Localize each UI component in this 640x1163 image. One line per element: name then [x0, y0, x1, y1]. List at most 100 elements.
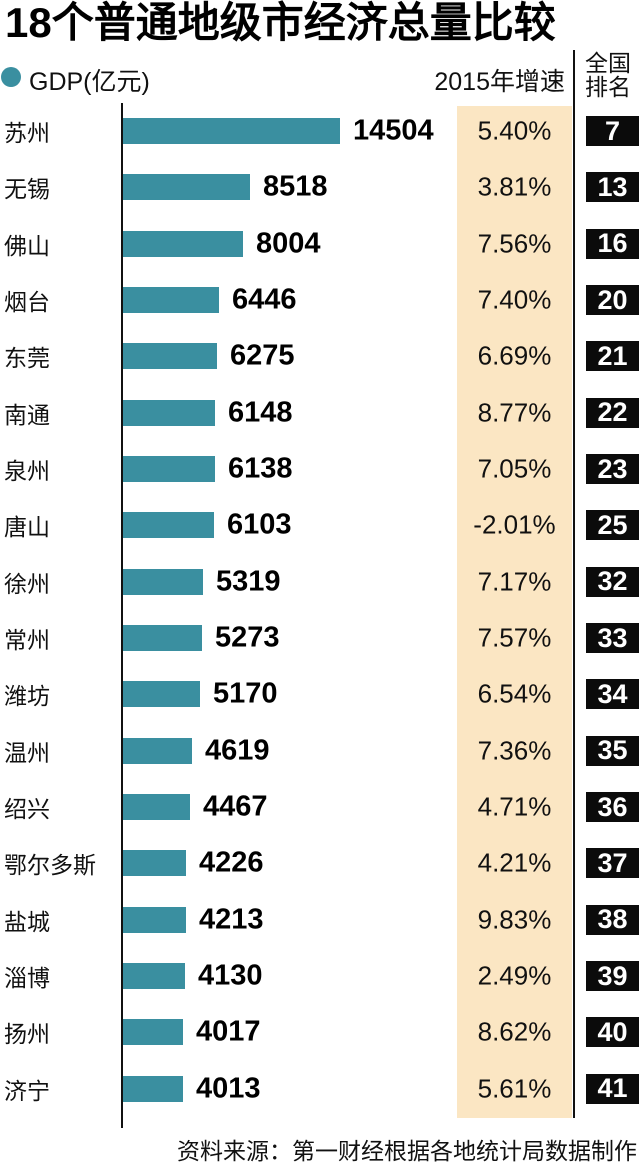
gdp-value: 14504: [353, 114, 434, 147]
growth-value: 4.71%: [477, 791, 552, 822]
growth-value: 5.61%: [477, 1073, 552, 1104]
gdp-value: 5273: [215, 621, 280, 654]
gdp-value: 6446: [232, 283, 297, 316]
city-label: 无锡: [4, 176, 50, 203]
gdp-legend-label: GDP(亿元): [29, 68, 150, 96]
chart-rows: 苏州 14504 5.40% 7 无锡 8518 3.81% 13 佛山 8004 7.56% 16 烟…: [0, 103, 640, 1117]
city-label: 潍坊: [4, 683, 50, 710]
gdp-bar: [123, 1019, 183, 1046]
chart-row: 泉州 6138 7.05% 23: [0, 441, 640, 497]
growth-value: 3.81%: [477, 171, 552, 202]
rank-badge: 33: [586, 623, 639, 654]
gdp-value: 4130: [198, 959, 263, 992]
gdp-value: 4017: [196, 1015, 261, 1048]
source-note: 资料来源：第一财经根据各地统计局数据制作: [177, 1138, 637, 1163]
chart-row: 苏州 14504 5.40% 7: [0, 103, 640, 159]
gdp-bar: [123, 568, 203, 595]
gdp-bar: [123, 625, 202, 652]
growth-value: 5.40%: [477, 115, 552, 146]
city-label: 泉州: [4, 458, 50, 485]
gdp-bar: [123, 230, 243, 257]
gdp-legend-dot-icon: [1, 67, 21, 87]
page-title: 18个普通地级市经济总量比较: [5, 0, 556, 46]
gdp-value: 4213: [199, 903, 264, 936]
growth-value: 9.83%: [477, 904, 552, 935]
city-label: 温州: [4, 739, 50, 766]
gdp-value: 8004: [256, 227, 321, 260]
gdp-bar: [123, 681, 200, 708]
rank-badge: 37: [586, 848, 639, 879]
growth-value: -2.01%: [473, 509, 556, 540]
gdp-value: 5170: [213, 677, 278, 710]
gdp-bar: [123, 1075, 183, 1102]
city-label: 徐州: [4, 570, 50, 597]
growth-value: 6.54%: [477, 678, 552, 709]
growth-value: 7.17%: [477, 566, 552, 597]
city-label: 济宁: [4, 1077, 50, 1104]
gdp-value: 6138: [228, 452, 293, 485]
city-label: 东莞: [4, 345, 50, 372]
rank-badge: 22: [586, 397, 639, 428]
chart-row: 鄂尔多斯 4226 4.21% 37: [0, 835, 640, 891]
chart-row: 徐州 5319 7.17% 32: [0, 554, 640, 610]
gdp-bar: [123, 850, 186, 877]
chart-row: 盐城 4213 9.83% 38: [0, 892, 640, 948]
chart-row: 烟台 6446 7.40% 20: [0, 272, 640, 328]
rank-badge: 25: [586, 510, 639, 541]
city-label: 淄博: [4, 965, 50, 992]
gdp-value: 6275: [230, 339, 295, 372]
chart-row: 唐山 6103 -2.01% 25: [0, 497, 640, 553]
gdp-bar: [123, 287, 219, 314]
growth-value: 2.49%: [477, 960, 552, 991]
gdp-value: 6103: [227, 508, 292, 541]
rank-header-line1: 全国: [585, 50, 631, 76]
rank-badge: 20: [586, 285, 639, 316]
city-label: 苏州: [4, 120, 50, 147]
chart-row: 扬州 4017 8.62% 40: [0, 1004, 640, 1060]
chart-row: 绍兴 4467 4.71% 36: [0, 779, 640, 835]
chart-row: 南通 6148 8.77% 22: [0, 385, 640, 441]
growth-value: 7.36%: [477, 735, 552, 766]
growth-column-background: [457, 106, 572, 1118]
rank-header-line2: 排名: [585, 73, 631, 100]
growth-value: 6.69%: [477, 340, 552, 371]
rank-badge: 13: [586, 172, 639, 203]
growth-value: 7.05%: [477, 453, 552, 484]
growth-column-header: 2015年增速: [434, 68, 565, 96]
rank-column-divider: [573, 50, 575, 1118]
city-label: 盐城: [4, 908, 50, 935]
rank-badge: 35: [586, 735, 639, 766]
gdp-value: 6148: [228, 396, 293, 429]
rank-badge: 38: [586, 904, 639, 935]
city-label: 绍兴: [4, 796, 50, 823]
gdp-bar: [123, 343, 217, 370]
gdp-bar: [123, 512, 214, 539]
gdp-value: 5319: [216, 565, 281, 598]
city-label: 常州: [4, 627, 50, 654]
city-label: 鄂尔多斯: [4, 852, 96, 879]
gdp-bar: [123, 456, 215, 483]
rank-badge: 39: [586, 961, 639, 992]
rank-badge: 7: [586, 116, 639, 147]
rank-badge: 23: [586, 454, 639, 485]
city-label: 南通: [4, 401, 50, 428]
growth-value: 8.62%: [477, 1016, 552, 1047]
growth-value: 7.57%: [477, 622, 552, 653]
rank-badge: 16: [586, 228, 639, 259]
gdp-bar: [123, 906, 186, 933]
growth-value: 7.56%: [477, 228, 552, 259]
rank-badge: 41: [586, 1073, 639, 1104]
chart-row: 济宁 4013 5.61% 41: [0, 1061, 640, 1117]
gdp-bar: [123, 794, 190, 821]
growth-value: 8.77%: [477, 397, 552, 428]
chart-row: 东莞 6275 6.69% 21: [0, 328, 640, 384]
growth-value: 7.40%: [477, 284, 552, 315]
rank-badge: 36: [586, 792, 639, 823]
gdp-bar: [123, 118, 340, 145]
chart-baseline-axis: [121, 103, 123, 1128]
gdp-bar: [123, 174, 250, 201]
gdp-value: 4013: [196, 1072, 261, 1105]
chart-row: 常州 5273 7.57% 33: [0, 610, 640, 666]
gdp-bar: [123, 737, 192, 764]
